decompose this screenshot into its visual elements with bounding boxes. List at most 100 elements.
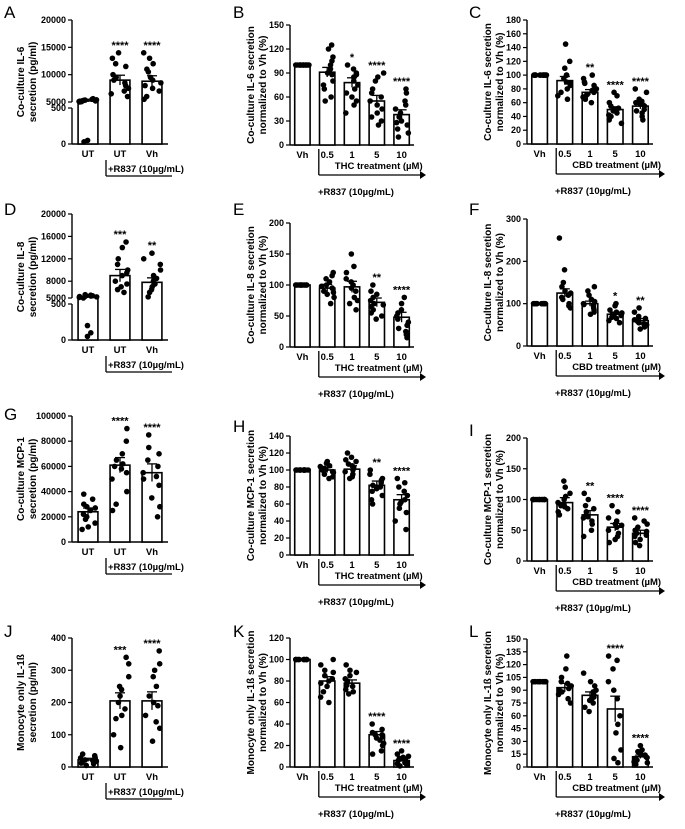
data-point bbox=[124, 93, 131, 100]
data-point bbox=[112, 278, 119, 285]
significance-stars: *** bbox=[114, 229, 128, 241]
y-axis-label-line: normalized to Vh (%) bbox=[495, 233, 506, 332]
y-tick-label: 135 bbox=[506, 647, 521, 657]
data-point bbox=[614, 695, 621, 702]
x-category-label: 0.5 bbox=[558, 772, 572, 783]
panel-letter: D bbox=[4, 200, 16, 219]
data-point bbox=[108, 91, 115, 97]
data-point bbox=[350, 66, 357, 72]
data-point bbox=[328, 42, 335, 48]
y-tick-label: 50 bbox=[274, 311, 284, 321]
data-point bbox=[156, 648, 162, 654]
data-point bbox=[294, 282, 301, 288]
y-tick-label: 60 bbox=[511, 98, 521, 108]
stimulation-label: +R837 (10µg/mL) bbox=[318, 389, 394, 400]
x-category-label: Vh bbox=[296, 560, 308, 571]
data-point bbox=[585, 288, 591, 294]
data-point bbox=[558, 674, 565, 681]
stimulation-label: +R837 (10µg/mL) bbox=[555, 388, 631, 399]
data-point bbox=[121, 289, 127, 296]
data-point bbox=[567, 700, 574, 706]
y-tick-label: 50 bbox=[511, 525, 521, 535]
significance-stars: **** bbox=[368, 711, 386, 723]
data-point bbox=[589, 521, 596, 527]
data-point bbox=[567, 290, 574, 296]
data-point bbox=[582, 704, 588, 711]
y-axis-label-line: normalized to Vh (%) bbox=[258, 36, 269, 135]
y-axis-label: Co-culture MCP-1 secretionnormalized to … bbox=[483, 434, 506, 565]
data-point bbox=[563, 653, 570, 659]
data-point bbox=[125, 85, 132, 92]
data-point bbox=[151, 667, 158, 674]
significance-stars: **** bbox=[632, 76, 650, 88]
y-tick-label: 100 bbox=[269, 280, 284, 290]
data-point bbox=[328, 94, 334, 100]
data-point bbox=[379, 492, 386, 499]
x-category-label: Vh bbox=[146, 345, 158, 356]
data-point bbox=[347, 672, 353, 679]
data-point bbox=[113, 501, 119, 508]
significance-stars: **** bbox=[607, 79, 625, 91]
data-point bbox=[618, 522, 625, 529]
data-point bbox=[397, 763, 403, 769]
data-point bbox=[354, 297, 361, 304]
y-tick-label: 150 bbox=[506, 634, 521, 644]
data-point bbox=[398, 748, 405, 754]
data-point bbox=[84, 322, 91, 329]
data-point bbox=[609, 314, 615, 321]
data-point bbox=[643, 532, 650, 538]
significance-stars: ** bbox=[636, 295, 645, 307]
y-tick-label: 60 bbox=[511, 711, 521, 721]
bar bbox=[343, 468, 361, 556]
data-point bbox=[82, 291, 88, 298]
treatment-label: CBD treatment (µM) bbox=[572, 577, 661, 588]
significance-stars: *** bbox=[114, 644, 128, 656]
data-point bbox=[157, 503, 163, 510]
significance-stars: ** bbox=[586, 480, 595, 492]
data-point bbox=[355, 82, 361, 88]
x-category-label: Vh bbox=[146, 149, 158, 160]
y-tick-label: 140 bbox=[506, 43, 521, 53]
data-point bbox=[612, 302, 618, 309]
data-point bbox=[123, 488, 130, 495]
y-tick-label: 0 bbox=[61, 139, 66, 149]
data-point bbox=[580, 515, 587, 521]
significance-stars: ** bbox=[373, 272, 382, 284]
y-axis-label-line: normalized to Vh (%) bbox=[258, 446, 269, 545]
data-point bbox=[302, 467, 309, 473]
data-point bbox=[78, 760, 85, 766]
data-point bbox=[394, 751, 401, 757]
data-point bbox=[142, 82, 148, 89]
data-point bbox=[343, 90, 350, 96]
data-point bbox=[342, 468, 348, 475]
panel-letter: L bbox=[469, 622, 478, 641]
data-point bbox=[395, 134, 402, 140]
x-category-label: UT bbox=[82, 345, 95, 356]
data-point bbox=[643, 89, 650, 96]
y-tick-label: 20000 bbox=[41, 512, 66, 522]
data-point bbox=[401, 479, 408, 486]
data-point bbox=[329, 272, 335, 279]
y-tick-label: 20 bbox=[274, 741, 284, 751]
data-point bbox=[123, 63, 129, 70]
bar bbox=[141, 700, 163, 768]
data-point bbox=[591, 283, 598, 290]
data-point bbox=[157, 267, 164, 273]
data-point bbox=[299, 62, 306, 68]
data-point bbox=[140, 476, 147, 482]
treatment-arrow-head bbox=[659, 170, 665, 178]
y-tick-label: 80000 bbox=[41, 436, 66, 446]
data-point bbox=[344, 682, 350, 689]
data-point bbox=[140, 469, 146, 476]
x-category-label: 1 bbox=[349, 150, 355, 161]
data-point bbox=[560, 279, 567, 286]
data-point bbox=[585, 496, 592, 503]
treatment-label: CBD treatment (µM) bbox=[572, 783, 661, 794]
y-tick-label: 120 bbox=[269, 44, 284, 54]
y-tick-label: 100 bbox=[506, 495, 521, 505]
data-point bbox=[581, 301, 587, 308]
